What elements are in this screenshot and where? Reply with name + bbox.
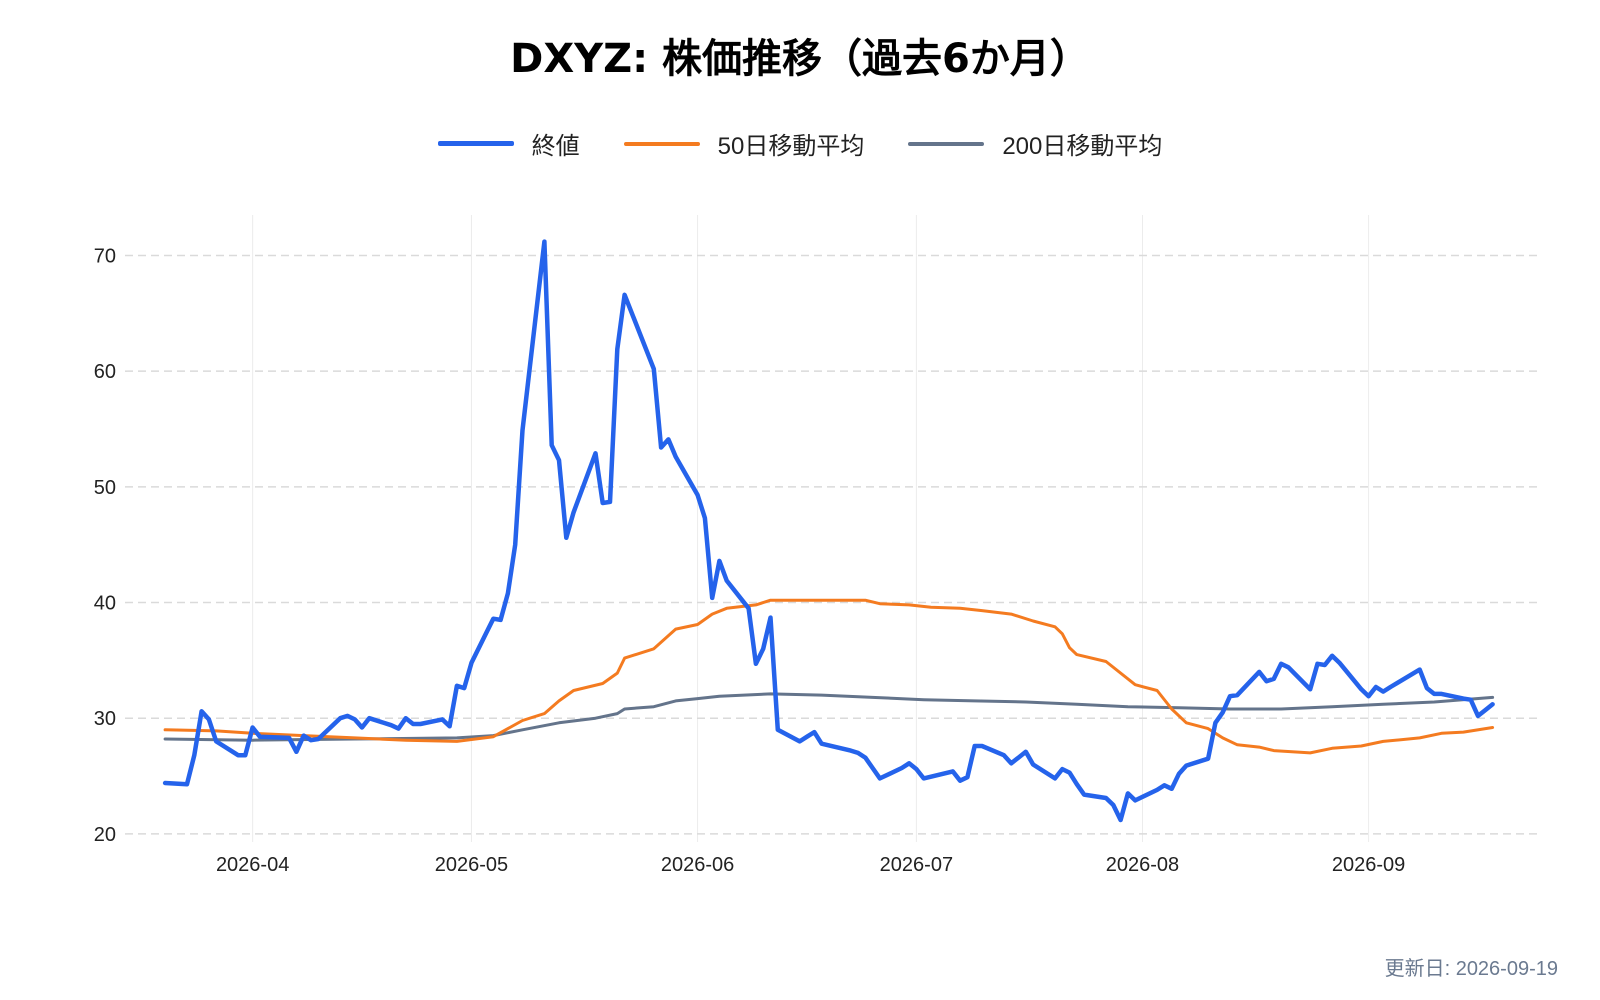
y-tick-label: 40 <box>94 593 116 615</box>
x-tick-label: 2026-04 <box>216 854 289 876</box>
legend-swatch-close <box>437 141 514 146</box>
updated-date: 更新日: 2026-09-19 <box>1384 958 1558 980</box>
legend-item-ma50: 50日移動平均 <box>623 126 865 161</box>
ma200-line <box>163 692 1495 742</box>
legend-swatch-ma200 <box>908 141 985 146</box>
close-price-line <box>162 239 1495 823</box>
legend-item-ma200: 200日移動平均 <box>908 126 1162 161</box>
legend-label-close: 終値 <box>531 133 580 160</box>
y-tick-label: 70 <box>94 245 116 267</box>
x-tick-label: 2026-07 <box>880 854 953 876</box>
y-tick-label: 30 <box>94 708 116 730</box>
legend-swatch-ma50 <box>623 141 700 146</box>
x-tick-label: 2026-05 <box>435 854 508 876</box>
x-tick-label: 2026-06 <box>661 854 734 876</box>
y-tick-label: 20 <box>94 824 116 846</box>
legend-item-close: 終値 <box>437 126 580 161</box>
legend-label-ma200: 200日移動平均 <box>1002 133 1163 160</box>
legend: 終値 50日移動平均 200日移動平均 <box>0 126 1600 161</box>
chart-title: DXYZ: 株価推移（過去6か月） <box>510 36 1090 82</box>
y-tick-label: 50 <box>94 477 116 499</box>
ma50-line <box>163 598 1495 755</box>
legend-label-ma50: 50日移動平均 <box>717 133 865 160</box>
x-tick-label: 2026-08 <box>1106 854 1179 876</box>
x-tick-label: 2026-09 <box>1332 854 1405 876</box>
y-tick-label: 60 <box>94 361 116 383</box>
